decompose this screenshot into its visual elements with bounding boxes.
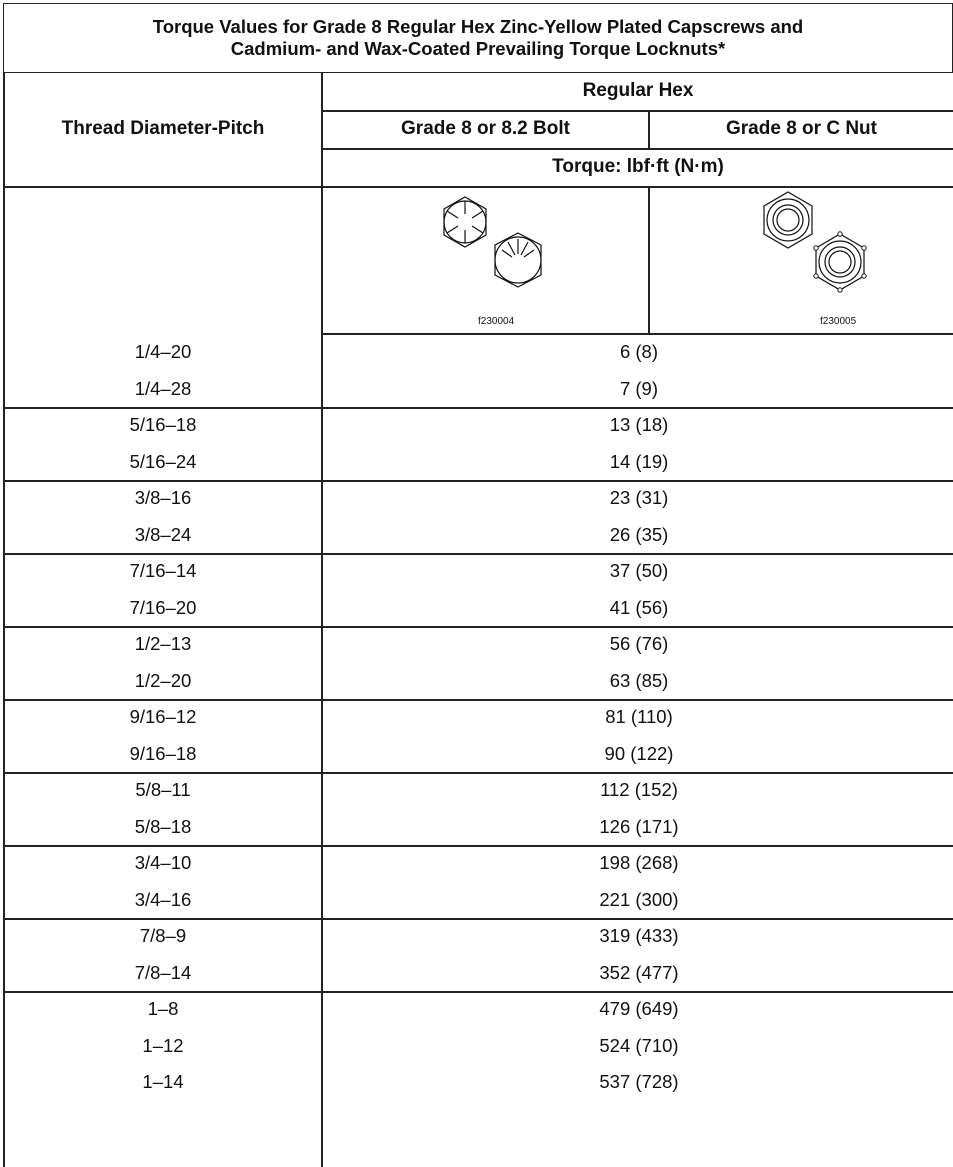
table-row: 3/4–16 221 (300): [3, 882, 953, 918]
thread-cell: 5/8–18: [134, 815, 192, 837]
thread-cell: 1/4–28: [134, 377, 192, 399]
torque-cell: 90 (122): [604, 742, 674, 764]
table-row: 1–8 479 (649): [3, 991, 953, 1027]
thread-cell: 1/2–13: [134, 633, 192, 654]
table-row: 1–14 537 (728): [3, 1064, 953, 1100]
thread-cell: 1/4–20: [134, 341, 192, 362]
table-row: 7/8–14 352 (477): [3, 955, 953, 991]
table-left-border: [3, 72, 5, 1167]
torque-cell: 537 (728): [599, 1071, 679, 1092]
thread-cell: 3/8–16: [134, 487, 192, 508]
torque-cell: 126 (171): [599, 815, 679, 837]
row-group-divider: [3, 918, 953, 920]
thread-column-header: Thread Diameter-Pitch: [61, 118, 265, 139]
table-row: 7/16–20 41 (56): [3, 590, 953, 626]
row-group-divider: [3, 626, 953, 628]
thread-cell: 1–8: [147, 998, 179, 1019]
torque-cell: 13 (18): [609, 414, 669, 435]
table-row: 1/2–20 63 (85): [3, 663, 953, 699]
torque-cell: 56 (76): [609, 633, 669, 654]
column-divider-thread: [321, 72, 323, 1167]
torque-cell: 23 (31): [609, 487, 669, 508]
nut-column-header: Grade 8 or C Nut: [726, 118, 877, 139]
header-divider-torque-unit: [321, 148, 953, 150]
torque-cell: 319 (433): [599, 925, 679, 946]
row-group-divider: [3, 407, 953, 409]
table-row: 5/16–18 13 (18): [3, 407, 953, 443]
thread-cell: 1/2–20: [134, 669, 192, 691]
thread-cell: 3/4–16: [134, 888, 192, 910]
row-group-divider: [3, 699, 953, 701]
torque-cell: 37 (50): [609, 560, 669, 581]
torque-cell: 112 (152): [600, 779, 678, 800]
row-group-divider: [3, 845, 953, 847]
torque-cell: 479 (649): [599, 998, 679, 1019]
thread-cell: 5/16–24: [129, 450, 197, 472]
torque-cell: 63 (85): [609, 669, 669, 691]
torque-cell: 352 (477): [599, 961, 679, 983]
thread-cell: 7/8–14: [134, 961, 192, 983]
table-row: 1/4–28 7 (9): [3, 371, 953, 407]
table-title-line-1: Torque Values for Grade 8 Regular Hex Zi…: [152, 16, 804, 37]
thread-cell: 7/16–14: [129, 560, 197, 581]
figure-bottom-border: [321, 333, 953, 335]
thread-cell: 3/8–24: [134, 523, 192, 545]
row-group-divider: [3, 480, 953, 482]
thread-cell: 5/8–11: [135, 779, 191, 800]
torque-cell: 7 (9): [619, 377, 659, 399]
torque-unit-header: Torque: lbf·ft (N·m): [552, 156, 724, 177]
thread-cell: 5/16–18: [129, 414, 197, 435]
torque-cell: 198 (268): [599, 852, 679, 873]
table-row: 7/8–9 319 (433): [3, 918, 953, 954]
regular-hex-header: Regular Hex: [582, 80, 694, 101]
table-row: 3/8–24 26 (35): [3, 517, 953, 553]
table-row: 5/8–18 126 (171): [3, 809, 953, 845]
torque-cell: 41 (56): [609, 596, 669, 618]
thread-cell: 7/8–9: [139, 925, 187, 946]
torque-cell: 6 (8): [619, 341, 659, 362]
table-title: Torque Values for Grade 8 Regular Hex Zi…: [3, 3, 953, 73]
table-row: 5/16–24 14 (19): [3, 444, 953, 480]
table-title-line-2: Cadmium- and Wax-Coated Prevailing Torqu…: [230, 38, 726, 59]
table-row: 5/8–11 112 (152): [3, 772, 953, 808]
thread-cell: 1–12: [142, 1034, 184, 1056]
row-group-divider: [3, 991, 953, 993]
row-group-divider: [3, 553, 953, 555]
bolt-column-header: Grade 8 or 8.2 Bolt: [401, 118, 570, 139]
table-row: 3/4–10 198 (268): [3, 845, 953, 881]
nut-figure-caption: f230005: [820, 316, 857, 327]
header-divider-bolt-nut: [648, 110, 650, 148]
table-row: 7/16–14 37 (50): [3, 553, 953, 589]
figure-divider: [648, 186, 650, 334]
table-row: 3/8–16 23 (31): [3, 480, 953, 516]
thread-cell: 3/4–10: [134, 852, 192, 873]
torque-cell: 524 (710): [599, 1034, 679, 1056]
thread-cell: 9/16–12: [129, 706, 197, 727]
header-divider-regular-hex: [321, 110, 953, 112]
table-row: 1–12 524 (710): [3, 1028, 953, 1064]
thread-cell: 9/16–18: [129, 742, 197, 764]
table-row: 9/16–18 90 (122): [3, 736, 953, 772]
row-group-divider: [3, 772, 953, 774]
torque-cell: 26 (35): [609, 523, 669, 545]
thread-cell: 7/16–20: [129, 596, 197, 618]
locknut-icon: [763, 191, 867, 293]
table-row: 9/16–12 81 (110): [3, 699, 953, 735]
table-row: 1/2–13 56 (76): [3, 626, 953, 662]
thread-cell: 1–14: [142, 1071, 184, 1092]
header-bottom-border: [3, 186, 953, 188]
bolt-figure-caption: f230004: [478, 316, 515, 327]
torque-cell: 81 (110): [605, 706, 673, 727]
table-row: 1/4–20 6 (8): [3, 334, 953, 370]
capscrew-head-icon: [443, 196, 542, 288]
torque-cell: 14 (19): [609, 450, 669, 472]
torque-cell: 221 (300): [599, 888, 679, 910]
